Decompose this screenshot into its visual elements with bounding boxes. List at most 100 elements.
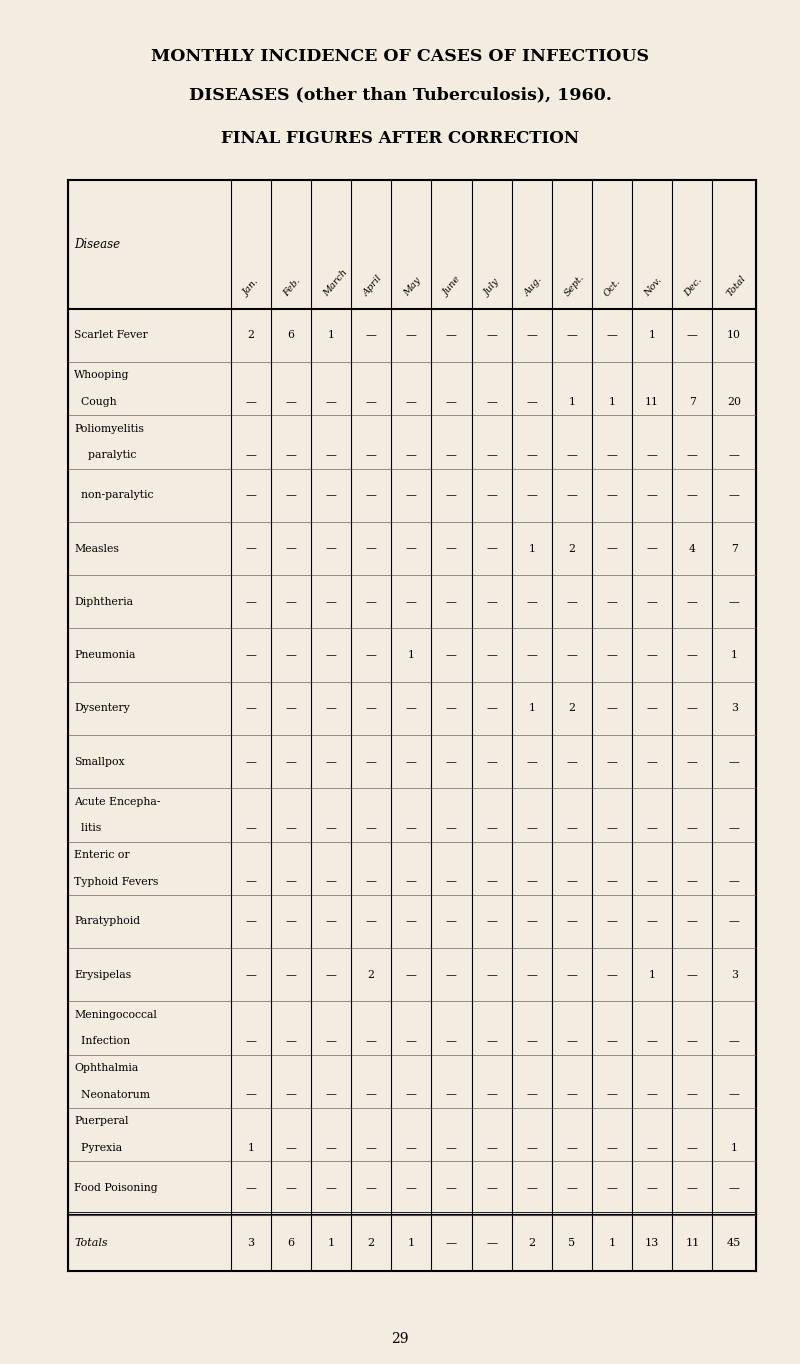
Text: —: — [729,450,740,460]
Text: 1: 1 [408,1239,415,1248]
Text: Measles: Measles [74,543,119,554]
Text: —: — [286,597,296,607]
Text: —: — [486,824,497,833]
Text: —: — [366,1183,377,1194]
Text: 2: 2 [368,1239,374,1248]
Text: —: — [729,1183,740,1194]
Text: —: — [646,917,658,926]
Text: —: — [246,450,256,460]
Text: —: — [729,490,740,501]
Text: Typhoid Fevers: Typhoid Fevers [74,877,158,887]
Text: 1: 1 [247,1143,254,1153]
Text: —: — [486,704,497,713]
Text: —: — [646,824,658,833]
Text: —: — [606,824,618,833]
Text: —: — [566,1143,578,1153]
Text: Jan.: Jan. [242,277,261,297]
Text: —: — [366,757,377,767]
Text: —: — [406,757,417,767]
Text: —: — [687,824,698,833]
Text: —: — [526,651,537,660]
Text: —: — [246,917,256,926]
Text: Neonatorum: Neonatorum [74,1090,150,1099]
Text: —: — [646,757,658,767]
Text: —: — [246,757,256,767]
Text: —: — [486,450,497,460]
Text: —: — [687,450,698,460]
Text: —: — [286,970,296,979]
Text: —: — [246,877,256,887]
Text: —: — [326,490,337,501]
Text: —: — [486,543,497,554]
Text: Total: Total [725,273,747,297]
Text: —: — [446,1143,457,1153]
Text: —: — [366,824,377,833]
Text: —: — [366,651,377,660]
Text: —: — [606,597,618,607]
Text: —: — [366,917,377,926]
Text: —: — [526,757,537,767]
Text: June: June [442,276,463,297]
Text: non-paralytic: non-paralytic [74,490,154,501]
Text: —: — [366,450,377,460]
Text: Enteric or: Enteric or [74,850,130,859]
Text: Food Poisoning: Food Poisoning [74,1183,158,1194]
Text: —: — [326,1183,337,1194]
Text: —: — [687,757,698,767]
Text: —: — [646,543,658,554]
Text: —: — [606,651,618,660]
Text: —: — [606,1143,618,1153]
Text: —: — [526,1090,537,1099]
Text: —: — [606,1090,618,1099]
Text: 45: 45 [727,1239,742,1248]
Text: 6: 6 [287,1239,294,1248]
Text: —: — [366,397,377,406]
Text: —: — [646,704,658,713]
Text: —: — [486,597,497,607]
Text: —: — [286,397,296,406]
Text: 6: 6 [287,330,294,341]
Text: —: — [406,704,417,713]
Text: 1: 1 [528,704,535,713]
Text: —: — [406,450,417,460]
Text: —: — [486,757,497,767]
Text: —: — [446,490,457,501]
Text: —: — [486,490,497,501]
Text: —: — [526,450,537,460]
Text: —: — [446,397,457,406]
Text: 3: 3 [730,970,738,979]
Text: 3: 3 [247,1239,254,1248]
Text: —: — [286,877,296,887]
Text: —: — [687,1183,698,1194]
Text: —: — [687,704,698,713]
Text: —: — [326,450,337,460]
Text: —: — [687,1143,698,1153]
Text: 1: 1 [730,1143,738,1153]
Text: —: — [366,877,377,887]
Text: —: — [446,651,457,660]
Text: —: — [406,397,417,406]
Text: —: — [566,917,578,926]
Text: —: — [326,597,337,607]
Text: —: — [566,1037,578,1046]
Text: 1: 1 [730,651,738,660]
Text: —: — [286,490,296,501]
Text: —: — [566,757,578,767]
Text: April: April [362,274,384,297]
Text: Sept.: Sept. [562,273,586,297]
Text: 2: 2 [247,330,254,341]
Text: —: — [646,450,658,460]
Text: —: — [566,970,578,979]
Text: —: — [326,397,337,406]
Text: May: May [402,276,422,297]
Text: —: — [366,330,377,341]
Text: —: — [366,490,377,501]
Text: —: — [406,877,417,887]
Text: —: — [246,704,256,713]
Text: —: — [526,1037,537,1046]
Text: —: — [446,917,457,926]
Text: —: — [486,970,497,979]
Text: —: — [646,651,658,660]
Text: 2: 2 [368,970,374,979]
Text: —: — [366,1090,377,1099]
